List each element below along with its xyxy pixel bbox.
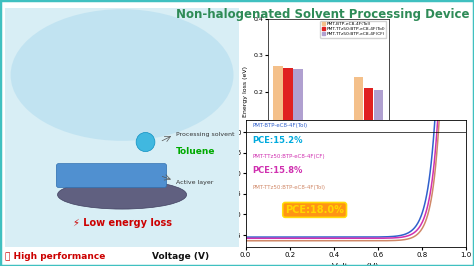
Ellipse shape bbox=[10, 9, 234, 141]
Text: Active layer: Active layer bbox=[176, 180, 213, 185]
Text: Processing solvent: Processing solvent bbox=[176, 132, 235, 137]
FancyBboxPatch shape bbox=[56, 164, 167, 188]
Bar bbox=[364, 88, 373, 165]
Text: ⚡ Low energy loss: ⚡ Low energy loss bbox=[73, 218, 172, 228]
Bar bbox=[374, 90, 383, 165]
X-axis label: Voltage (V): Voltage (V) bbox=[332, 263, 379, 266]
Text: PMT-TTz50:BTP-eC8-4F(CF): PMT-TTz50:BTP-eC8-4F(CF) bbox=[252, 154, 325, 159]
Text: Toluene: Toluene bbox=[176, 147, 216, 156]
Bar bbox=[313, 136, 323, 165]
Text: PMT-TTz50:BTP-eC8-4F(Tol): PMT-TTz50:BTP-eC8-4F(Tol) bbox=[252, 185, 325, 190]
Bar bbox=[293, 69, 303, 165]
Text: Voltage (V): Voltage (V) bbox=[152, 252, 209, 261]
Bar bbox=[354, 77, 363, 165]
Text: PCE:18.0%: PCE:18.0% bbox=[285, 205, 344, 215]
Legend: PMT-BTP-eC8-4F(Tol), PMT-TTz50:BTP-eC8-4F(Tol), PMT-TTz50:BTP-eC8-4F(CF): PMT-BTP-eC8-4F(Tol), PMT-TTz50:BTP-eC8-4… bbox=[320, 21, 386, 38]
Ellipse shape bbox=[136, 132, 155, 152]
Text: PCE:15.8%: PCE:15.8% bbox=[252, 166, 302, 175]
Bar bbox=[273, 66, 283, 165]
Bar bbox=[283, 68, 292, 165]
Text: PMT-BTP-eC8-4F(Tol): PMT-BTP-eC8-4F(Tol) bbox=[252, 123, 307, 128]
Bar bbox=[334, 138, 343, 165]
Text: PCE:15.2%: PCE:15.2% bbox=[252, 136, 302, 145]
Bar bbox=[324, 138, 333, 165]
Text: Non-halogenated Solvent Processing Device: Non-halogenated Solvent Processing Devic… bbox=[175, 8, 469, 21]
Y-axis label: Current Density (mA/cm²): Current Density (mA/cm²) bbox=[213, 139, 221, 228]
Text: ⛖ High performance: ⛖ High performance bbox=[5, 252, 105, 261]
Ellipse shape bbox=[57, 180, 187, 209]
Y-axis label: Energy loss (eV): Energy loss (eV) bbox=[243, 66, 248, 117]
